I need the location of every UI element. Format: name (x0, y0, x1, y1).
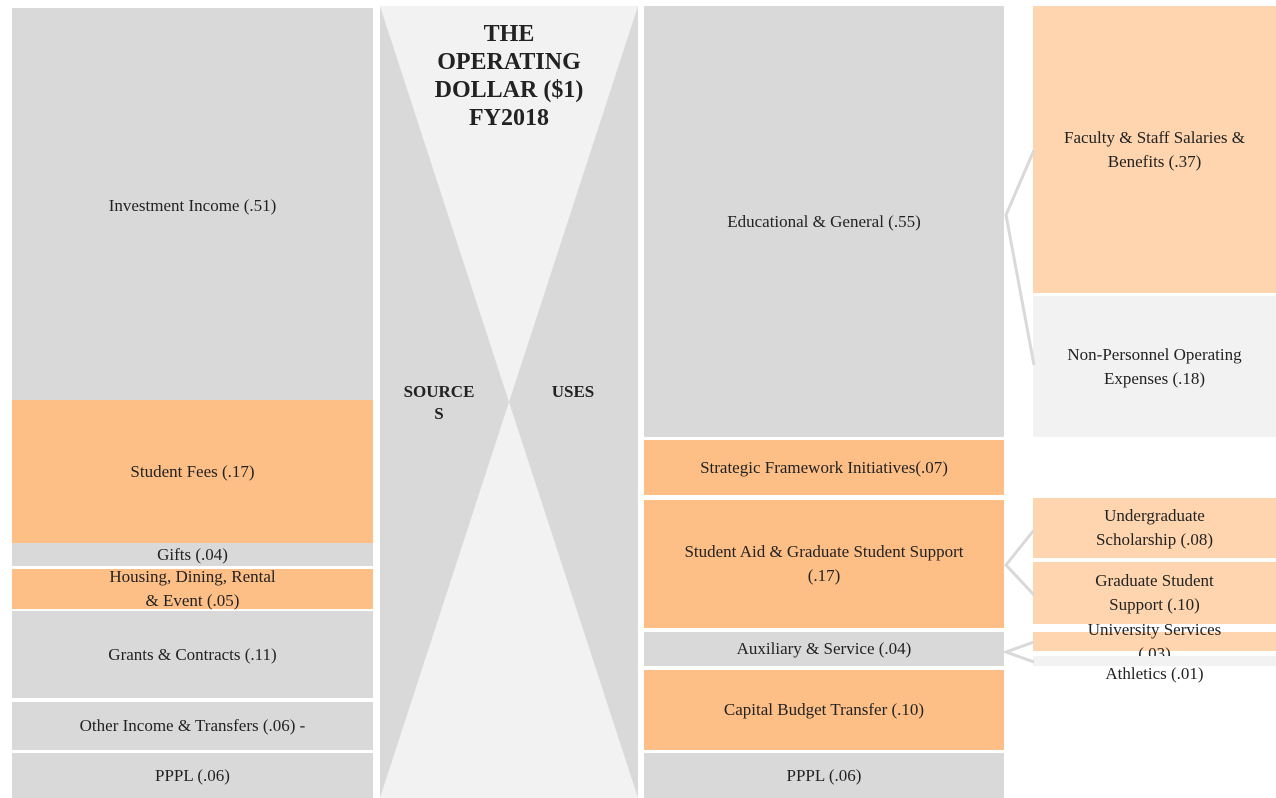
source-box: PPPL (.06) (12, 753, 373, 798)
title-line: DOLLAR ($1) (434, 77, 584, 103)
use-box: Strategic Framework Initiatives(.07) (644, 440, 1004, 495)
source-box: Housing, Dining, Rental & Event (.05) (12, 567, 373, 610)
use-box: PPPL (.06) (644, 753, 1004, 798)
breakdown-bar (1033, 656, 1276, 666)
sources-label: SOURCES (403, 382, 475, 423)
breakdown-label: Athletics (.01) (1105, 664, 1204, 683)
uses-label: USES (551, 382, 595, 401)
hourglass (380, 6, 638, 798)
top-triangle (380, 6, 638, 402)
use-box: Capital Budget Transfer (.10) (644, 670, 1004, 750)
source-box: Investment Income (.51) (12, 8, 373, 403)
source-box: Gifts (.04) (12, 543, 373, 566)
title: THE OPERATING DOLLAR ($1) FY2018 (380, 20, 638, 132)
source-box: Student Fees (.17) (12, 400, 373, 543)
use-box: Auxiliary & Service (.04) (644, 632, 1004, 666)
breakdown-box: Graduate Student Support (.10) (1033, 562, 1276, 624)
breakdown-box: University Services (.03) (1033, 620, 1276, 663)
connector (1004, 529, 1036, 597)
use-box: Student Aid & Graduate Student Support (… (644, 500, 1004, 628)
bottom-triangle (380, 402, 638, 798)
connectors (1001, 149, 1036, 664)
title-line: FY2018 (469, 105, 549, 131)
connector (1001, 640, 1035, 664)
source-box: Other Income & Transfers (.06) - (12, 702, 373, 750)
connector (1004, 149, 1036, 366)
title-line: OPERATING (437, 49, 581, 75)
breakdown-box: Undergraduate Scholarship (.08) (1033, 498, 1276, 558)
source-box: Grants & Contracts (.11) (12, 611, 373, 698)
breakdown-box: Faculty & Staff Salaries & Benefits (.37… (1033, 6, 1276, 293)
use-box: Educational & General (.55) (644, 6, 1004, 437)
breakdown-box: Non-Personnel Operating Expenses (.18) (1033, 296, 1276, 437)
title-line: THE (483, 21, 535, 47)
